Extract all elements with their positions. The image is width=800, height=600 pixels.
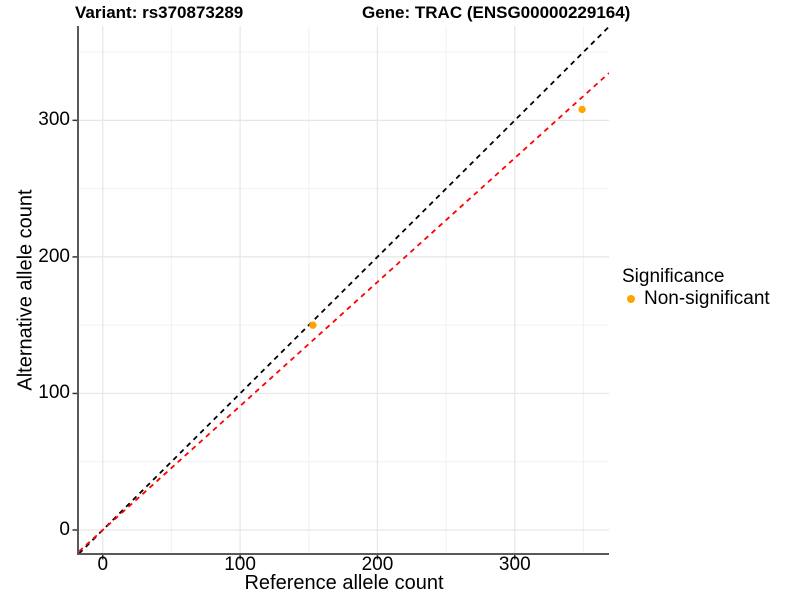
y-tick-label: 100	[38, 382, 70, 404]
y-tick-label: 200	[38, 245, 70, 267]
legend-item-non-significant: Non-significant	[622, 288, 770, 310]
y-axis-title: Alternative allele count	[14, 189, 37, 391]
data-point	[309, 321, 317, 329]
legend-item-label: Non-significant	[644, 288, 770, 309]
plot-title-variant: Variant: rs370873289	[75, 3, 244, 22]
x-tick-label: 0	[97, 554, 109, 575]
x-axis-title: Reference allele count	[244, 572, 444, 594]
x-tick-label: 300	[498, 554, 531, 575]
plot-title-gene: Gene: TRAC (ENSG00000229164)	[362, 3, 631, 22]
identity-line	[79, 26, 609, 553]
x-tick-label: 200	[361, 554, 394, 575]
legend-title: Significance	[622, 266, 725, 287]
legend-point-icon	[627, 295, 635, 303]
x-tick-label: 100	[224, 554, 256, 575]
fit-line	[79, 72, 609, 553]
y-tick-label: 0	[59, 519, 70, 540]
data-point	[578, 105, 586, 114]
legend: Significance Non-significant	[622, 266, 770, 310]
y-tick-label: 300	[38, 109, 70, 131]
